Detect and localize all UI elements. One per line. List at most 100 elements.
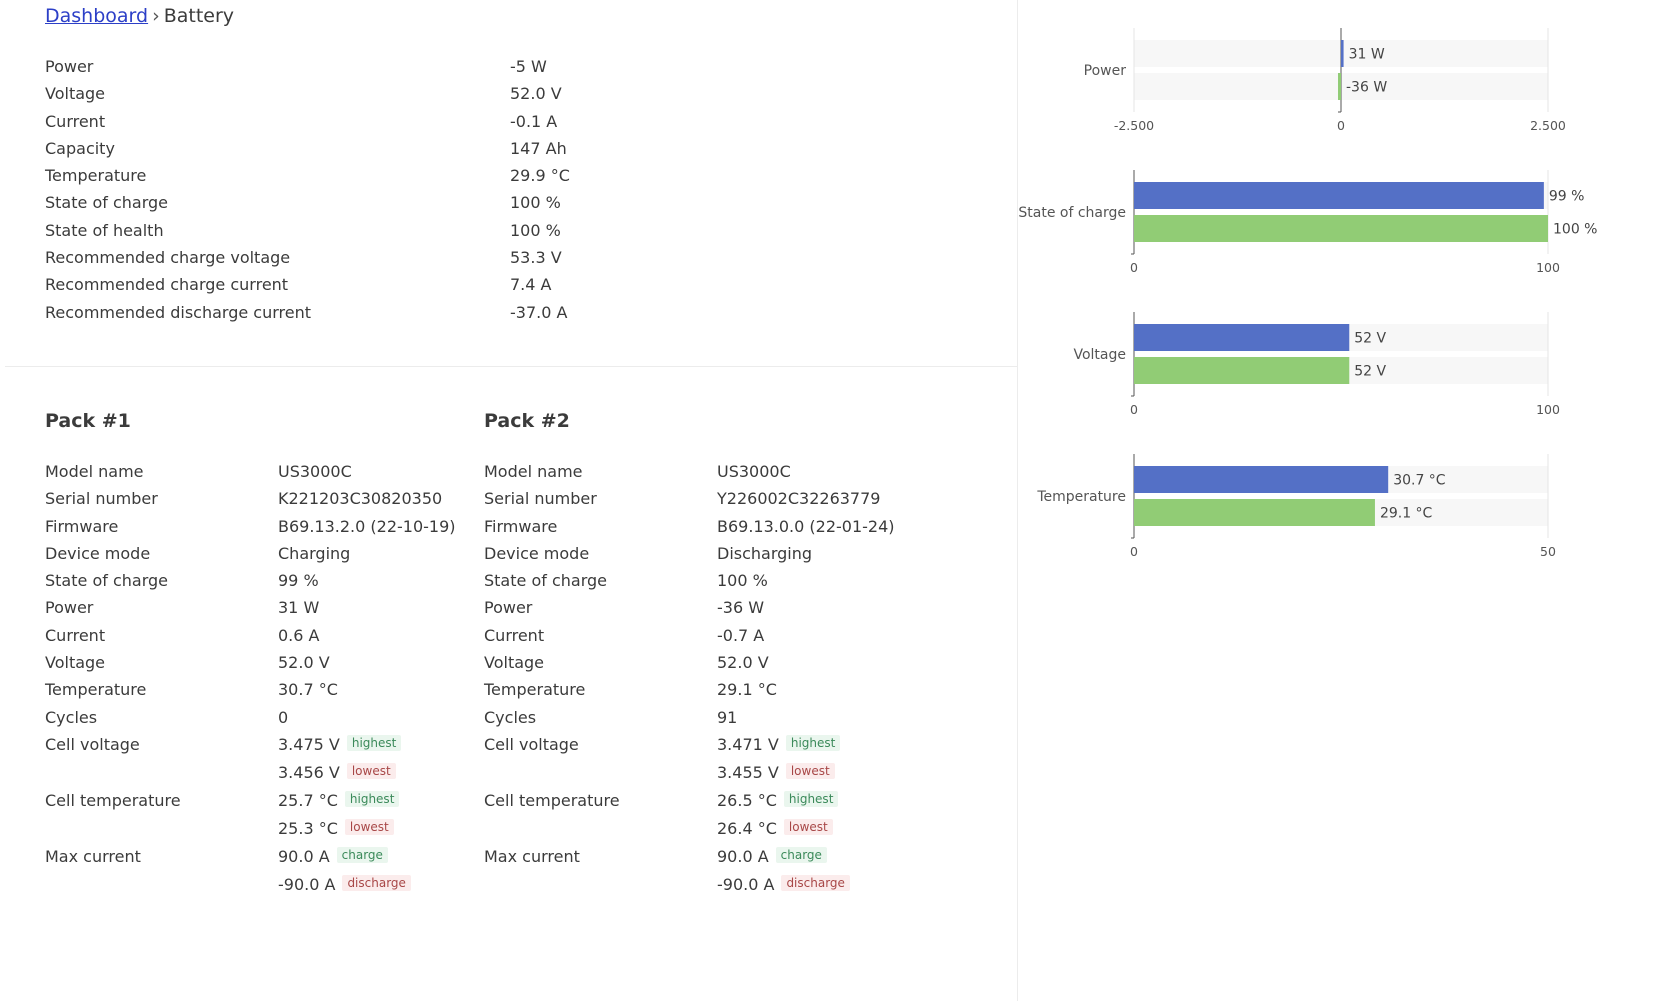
breadcrumb-separator: › bbox=[152, 5, 160, 27]
breadcrumb-current: Battery bbox=[163, 5, 235, 27]
summary-value: 147 Ah bbox=[510, 138, 567, 158]
pack-value: US3000C bbox=[278, 462, 352, 481]
pack-value: 0.6 A bbox=[278, 625, 320, 645]
breadcrumb-dashboard-link[interactable]: Dashboard bbox=[45, 5, 149, 27]
pack-label: State of charge bbox=[484, 571, 607, 591]
pack-value: 0 bbox=[278, 707, 289, 727]
lowest-badge: lowest bbox=[346, 763, 396, 780]
pack-title: Pack #2 bbox=[484, 410, 570, 432]
cell-temperature-lowest-value-group: 25.3 °C lowest bbox=[278, 815, 394, 842]
summary-value: 29.9 °C bbox=[510, 166, 570, 186]
cell-temperature-highest-value-group: 26.5 °C highest bbox=[717, 787, 839, 814]
chart-bar bbox=[1134, 357, 1350, 384]
chart-tick-label: 0 bbox=[1130, 260, 1138, 275]
max-current-discharge-value: -90.0 A bbox=[717, 874, 775, 894]
pack-value: B69.13.0.0 (22-01-24) bbox=[717, 516, 895, 536]
pack-value: -36 W bbox=[717, 598, 765, 618]
chart-tick-label: 0 bbox=[1337, 118, 1345, 133]
chart-data-label: 52 V bbox=[1354, 331, 1386, 347]
max-current-label: Max current bbox=[45, 846, 141, 866]
pack-label: Cycles bbox=[484, 707, 537, 727]
chart-bar bbox=[1341, 40, 1344, 67]
pack-label: Voltage bbox=[484, 653, 545, 673]
chart-bar bbox=[1134, 215, 1548, 242]
discharge-badge: discharge bbox=[781, 875, 850, 892]
pack-row: State of charge 99 % bbox=[45, 567, 505, 594]
cell-voltage-highest-value: 3.475 V bbox=[278, 734, 340, 754]
chart-tick-label: 100 bbox=[1536, 260, 1560, 275]
pack-value: 29.1 °C bbox=[717, 680, 777, 700]
chart-data-label: 30.7 °C bbox=[1393, 473, 1446, 489]
lowest-badge: lowest bbox=[783, 819, 833, 836]
charge-badge: charge bbox=[775, 847, 827, 864]
chart-data-label: 29.1 °C bbox=[1380, 506, 1433, 522]
pack-row: Device mode Discharging bbox=[484, 540, 944, 567]
cell-temperature-lowest-value-group: 26.4 °C lowest bbox=[717, 815, 833, 842]
chart-tick-label: -2.500 bbox=[1114, 118, 1154, 133]
chart-bar bbox=[1134, 466, 1389, 493]
pack-row: Serial number K221203C30820350 bbox=[45, 485, 505, 512]
pack-title: Pack #1 bbox=[45, 410, 131, 432]
pack-row: Power 31 W bbox=[45, 594, 505, 621]
pack-row: Serial number Y226002C32263779 bbox=[484, 485, 944, 512]
cell-voltage-highest-value: 3.471 V bbox=[717, 734, 779, 754]
section-divider bbox=[5, 366, 1017, 367]
chart-bar bbox=[1134, 324, 1350, 351]
pack-value: -0.7 A bbox=[717, 625, 765, 645]
summary-label: Capacity bbox=[45, 138, 115, 158]
pack-label: Power bbox=[484, 598, 533, 618]
pack-label: Serial number bbox=[484, 489, 597, 509]
max-current-row: Max current 90.0 A charge -90.0 A discharge bbox=[484, 843, 944, 899]
cell-voltage-lowest-value: 3.456 V bbox=[278, 762, 340, 782]
pack-label: Current bbox=[45, 625, 106, 645]
pack-value: 100 % bbox=[717, 571, 768, 591]
cell-voltage-lowest-value: 3.455 V bbox=[717, 762, 779, 782]
summary-value: 52.0 V bbox=[510, 84, 562, 104]
summary-label: State of charge bbox=[45, 193, 168, 213]
cell-temperature-lowest-value: 25.3 °C bbox=[278, 818, 338, 838]
battery-charts: Power -2.500 0 2.500 31 W -36 W State of charg… bbox=[1018, 28, 1597, 559]
highest-badge: highest bbox=[346, 735, 402, 752]
summary-value: -5 W bbox=[510, 57, 547, 76]
summary-value: -37.0 A bbox=[510, 302, 568, 322]
chart-category-label: Temperature bbox=[1036, 489, 1126, 505]
pack-value: 31 W bbox=[278, 598, 320, 618]
pack-value: B69.13.2.0 (22-10-19) bbox=[278, 516, 456, 536]
chart-tick-label: 0 bbox=[1130, 402, 1138, 417]
cell-voltage-lowest-value-group: 3.455 V lowest bbox=[717, 759, 835, 786]
discharge-badge: discharge bbox=[342, 875, 411, 892]
pack-value: Discharging bbox=[717, 543, 813, 563]
cell-voltage-lowest-value-group: 3.456 V lowest bbox=[278, 759, 396, 786]
chart-data-label: 52 V bbox=[1354, 364, 1386, 380]
pack-label: State of charge bbox=[45, 571, 168, 591]
pack-value: K221203C30820350 bbox=[278, 489, 443, 509]
summary-label: Current bbox=[45, 111, 106, 131]
chart-tick-label: 0 bbox=[1130, 544, 1138, 559]
highest-badge: highest bbox=[785, 735, 841, 752]
max-current-discharge-value-group: -90.0 A discharge bbox=[717, 871, 850, 898]
max-current-label: Max current bbox=[484, 846, 580, 866]
pack-label: Firmware bbox=[45, 516, 119, 536]
summary-value: 53.3 V bbox=[510, 248, 562, 268]
pack-label: Current bbox=[484, 625, 545, 645]
chart-tick-label: 50 bbox=[1540, 544, 1556, 559]
pack-label: Model name bbox=[45, 462, 144, 481]
lowest-badge: lowest bbox=[785, 763, 835, 780]
max-current-discharge-value: -90.0 A bbox=[278, 874, 336, 894]
pack-row: Temperature 29.1 °C bbox=[484, 676, 944, 703]
summary-label: Recommended charge voltage bbox=[45, 248, 291, 268]
cell-temperature-row: Cell temperature 26.5 °C highest 26.4 °C low… bbox=[484, 787, 944, 843]
breadcrumb: Dashboard › Battery bbox=[45, 5, 234, 27]
cell-voltage-row: Cell voltage 3.471 V highest 3.455 V lowest bbox=[484, 731, 944, 787]
max-current-charge-value: 90.0 A bbox=[278, 846, 330, 866]
chart-data-label: 100 % bbox=[1553, 222, 1597, 238]
summary-label: Voltage bbox=[45, 84, 106, 104]
pack-label: Model name bbox=[484, 462, 583, 481]
chart-tick-label: 2.500 bbox=[1530, 118, 1566, 133]
pack-value: Y226002C32263779 bbox=[717, 489, 881, 509]
cell-voltage-label: Cell voltage bbox=[45, 734, 140, 754]
pack-row: Current 0.6 A bbox=[45, 622, 505, 649]
summary-value: 100 % bbox=[510, 193, 561, 213]
pack-value: 52.0 V bbox=[717, 653, 769, 673]
cell-temperature-label: Cell temperature bbox=[45, 790, 181, 810]
